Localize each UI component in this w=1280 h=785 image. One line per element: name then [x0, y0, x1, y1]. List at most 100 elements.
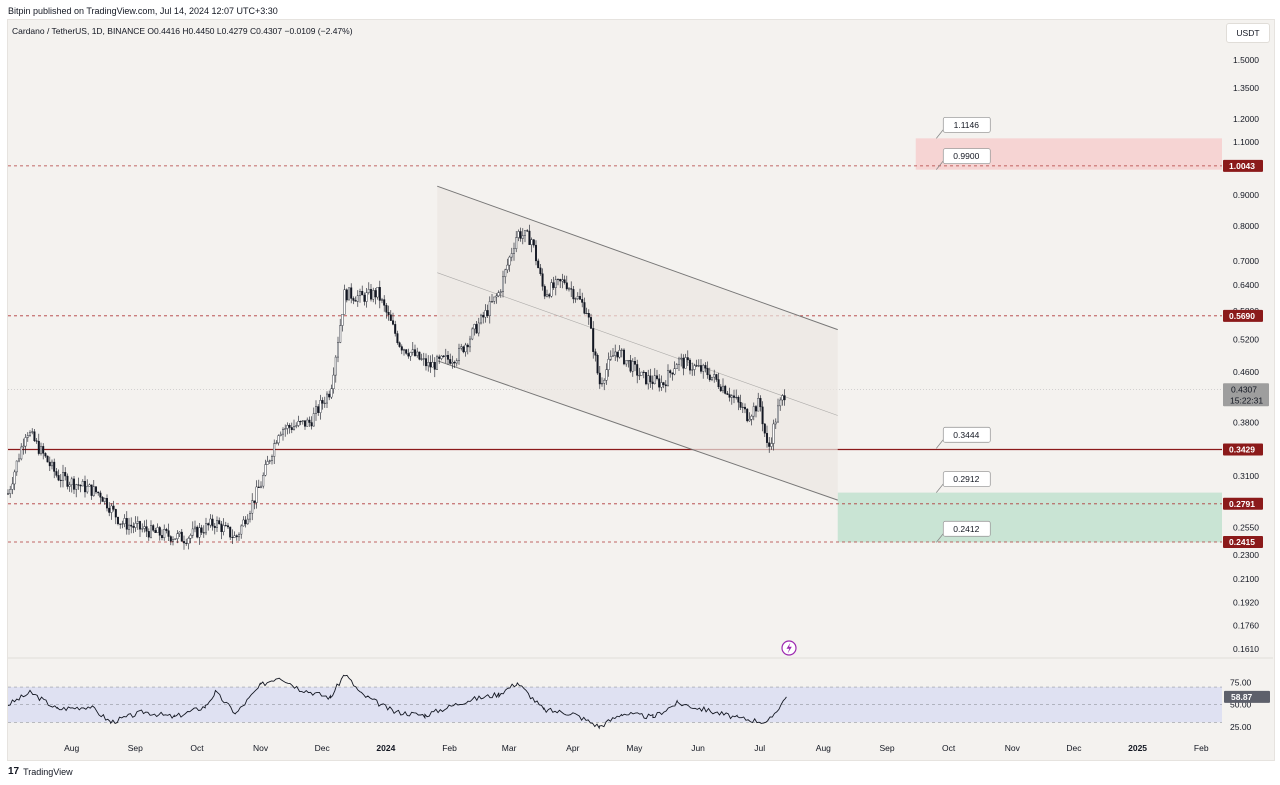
time-tick-label: Feb [442, 743, 457, 753]
candle-body [537, 260, 540, 269]
candle-body [730, 395, 733, 398]
candle-body [418, 351, 421, 360]
candle-body [396, 333, 399, 343]
candle-body [103, 498, 106, 502]
candle-body [572, 289, 575, 300]
candle-body [215, 520, 218, 528]
candle-body [629, 360, 632, 372]
candle-body [326, 393, 329, 404]
candle-body [299, 421, 302, 423]
candle-body [691, 369, 694, 371]
time-tick-label: Jul [754, 743, 765, 753]
candle-body [425, 358, 428, 367]
candle-body [26, 435, 29, 438]
callout-box [942, 471, 991, 488]
candle-body [779, 399, 782, 407]
candle-body [499, 291, 502, 293]
candle-body [642, 371, 645, 373]
candle-body [781, 395, 784, 401]
candle-body [35, 440, 38, 442]
time-tick-label: Mar [502, 743, 517, 753]
last-price-value: 0.4307 [1231, 384, 1257, 394]
candle-body [524, 230, 527, 236]
candle-body [436, 356, 439, 370]
candle-body [62, 472, 65, 481]
candle-body [634, 360, 637, 365]
candle-body [559, 279, 562, 282]
candle-body [9, 489, 12, 495]
candle-body [176, 533, 179, 540]
candle-body [429, 362, 432, 368]
candle-body [275, 442, 278, 444]
candle-body [506, 264, 509, 271]
tradingview-logo[interactable]: 17 TradingView [8, 766, 73, 777]
candle-body [343, 289, 346, 315]
candle-body [20, 446, 23, 460]
candle-body [97, 491, 100, 494]
currency-button[interactable]: USDT [1226, 23, 1270, 43]
candle-body [552, 282, 555, 288]
candle-body [22, 445, 25, 448]
candle-body [79, 485, 82, 487]
candle-body [240, 525, 243, 535]
candle-body [264, 464, 267, 476]
candle-body [783, 395, 786, 401]
candle-body [477, 322, 480, 334]
candle-body [451, 361, 454, 364]
candle-body [708, 374, 711, 381]
price-tick-label: 0.1760 [1233, 620, 1259, 630]
candle-body [330, 388, 333, 398]
candle-body [453, 361, 456, 364]
candle-body [462, 346, 465, 353]
candle-body [345, 289, 348, 301]
candle-body [748, 419, 751, 422]
time-axis: Aug Sep Oct Nov Dec 2024 Feb Mar Apr May Jun Jul Aug… [64, 743, 1209, 753]
tradingview-logo-text: TradingView [23, 766, 73, 777]
candle-body [638, 375, 641, 377]
candle-body [136, 521, 139, 524]
tradingview-mark-icon: 17 [8, 766, 20, 777]
candle-body [125, 518, 128, 530]
candle-body [224, 525, 227, 527]
candle-body [11, 483, 14, 490]
price-tick-label: 0.8000 [1233, 221, 1259, 231]
candle-body [695, 365, 698, 367]
candle-body [64, 472, 67, 477]
candle-body [220, 523, 223, 533]
candle-body [147, 531, 150, 538]
candle-body [394, 324, 397, 334]
candle-body [279, 433, 282, 436]
candle-body [108, 507, 111, 513]
candle-body [356, 295, 359, 302]
candle-body [68, 484, 71, 487]
candle-body [550, 282, 553, 297]
candle-body [684, 357, 687, 369]
candle-body [253, 500, 256, 503]
candle-body [145, 526, 148, 532]
candle-body [510, 253, 513, 258]
candle-body [130, 524, 133, 527]
candle-body [651, 381, 654, 384]
candle-body [156, 527, 159, 533]
candle-body [766, 433, 769, 443]
candle-body [367, 289, 370, 293]
price-tag-0.5690 [1223, 309, 1263, 322]
candle-body [207, 523, 210, 526]
price-tick-label: 0.4600 [1233, 367, 1259, 377]
candle-body [495, 295, 498, 298]
price-tag-0.2791 [1223, 497, 1263, 510]
rsi-current-tag [1224, 690, 1270, 703]
candle-body [92, 486, 95, 496]
published-line: Bitpin published on TradingView.com, Jul… [8, 6, 278, 16]
candle-body [189, 535, 192, 539]
lightning-icon[interactable] [781, 640, 797, 656]
candle-body [51, 461, 54, 467]
price-tick-label: 0.5200 [1233, 335, 1259, 345]
candle-body [255, 486, 258, 503]
candle-body [37, 440, 40, 454]
candle-body [715, 374, 718, 380]
price-tick-label: 1.1000 [1233, 137, 1259, 147]
candle-body [99, 492, 102, 498]
candle-body [13, 471, 16, 485]
